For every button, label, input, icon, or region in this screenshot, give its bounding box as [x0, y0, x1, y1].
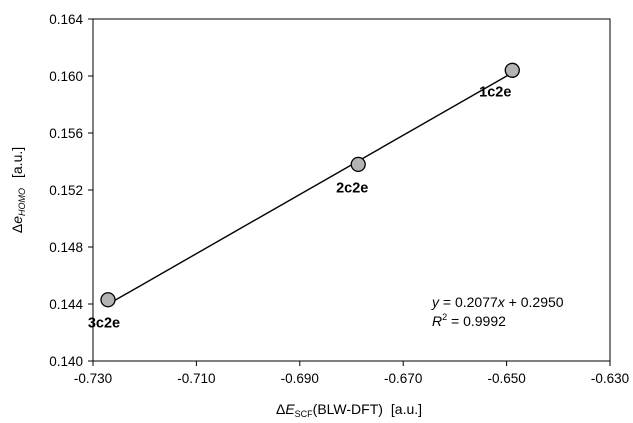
- x-title-unit: [a.u.]: [391, 401, 422, 417]
- eq-y-var: y: [431, 294, 440, 310]
- y-title-prefix: Δ: [9, 224, 25, 233]
- r2-var: R: [432, 313, 442, 329]
- eq-intercept: + 0.2950: [505, 294, 564, 310]
- point-label-2c2e: 2c2e: [336, 180, 368, 196]
- y-title-unit: [a.u.]: [9, 147, 25, 178]
- r2-value: = 0.9992: [447, 313, 506, 329]
- eq-x-var: x: [497, 294, 506, 310]
- y-tick-label: 0.152: [49, 183, 83, 198]
- x-tick-label: -0.670: [384, 371, 422, 386]
- x-axis: -0.730 -0.710 -0.690 -0.670 -0.650 -0.630: [74, 361, 629, 386]
- point-label-3c2e: 3c2e: [88, 316, 120, 332]
- x-tick-label: -0.730: [74, 371, 112, 386]
- y-tick-label: 0.140: [49, 354, 83, 369]
- trendline: [107, 72, 513, 305]
- y-title-var: e: [9, 216, 25, 224]
- eq-slope: = 0.2077: [439, 294, 498, 310]
- r2-exponent: 2: [442, 312, 447, 322]
- x-title-sub: SCF: [295, 409, 314, 419]
- y-tick-label: 0.156: [49, 126, 83, 141]
- trendline-equation: y = 0.2077x + 0.2950: [431, 294, 564, 310]
- data-point-1c2e: [504, 62, 520, 78]
- point-label-1c2e: 1c2e: [479, 84, 511, 100]
- y-tick-label: 0.160: [49, 69, 83, 84]
- y-tick-label: 0.144: [49, 297, 83, 312]
- data-point-2c2e: [350, 156, 366, 173]
- x-tick-label: -0.650: [487, 371, 525, 386]
- y-axis: 0.140 0.144 0.148 0.152 0.156 0.160 0.164: [49, 12, 93, 369]
- x-title-var: E: [285, 401, 295, 417]
- data-point-3c2e: [100, 292, 116, 308]
- x-tick-label: -0.690: [281, 371, 319, 386]
- x-axis-title: ΔESCF(BLW-DFT) [a.u.]: [276, 401, 422, 419]
- data-points: 3c2e 2c2e 1c2e: [88, 62, 520, 332]
- y-title-sub: HOMO: [17, 188, 27, 216]
- y-tick-label: 0.164: [49, 12, 83, 27]
- y-tick-label: 0.148: [49, 240, 83, 255]
- x-title-prefix: Δ: [276, 401, 285, 417]
- x-tick-label: -0.710: [177, 371, 215, 386]
- r-squared: R2 = 0.9992: [432, 312, 506, 329]
- x-title-rest: (BLW-DFT): [313, 401, 383, 417]
- x-tick-label: -0.630: [591, 371, 629, 386]
- trendline-path: [107, 72, 513, 305]
- y-axis-title: ΔeHOMO [a.u.]: [9, 147, 27, 233]
